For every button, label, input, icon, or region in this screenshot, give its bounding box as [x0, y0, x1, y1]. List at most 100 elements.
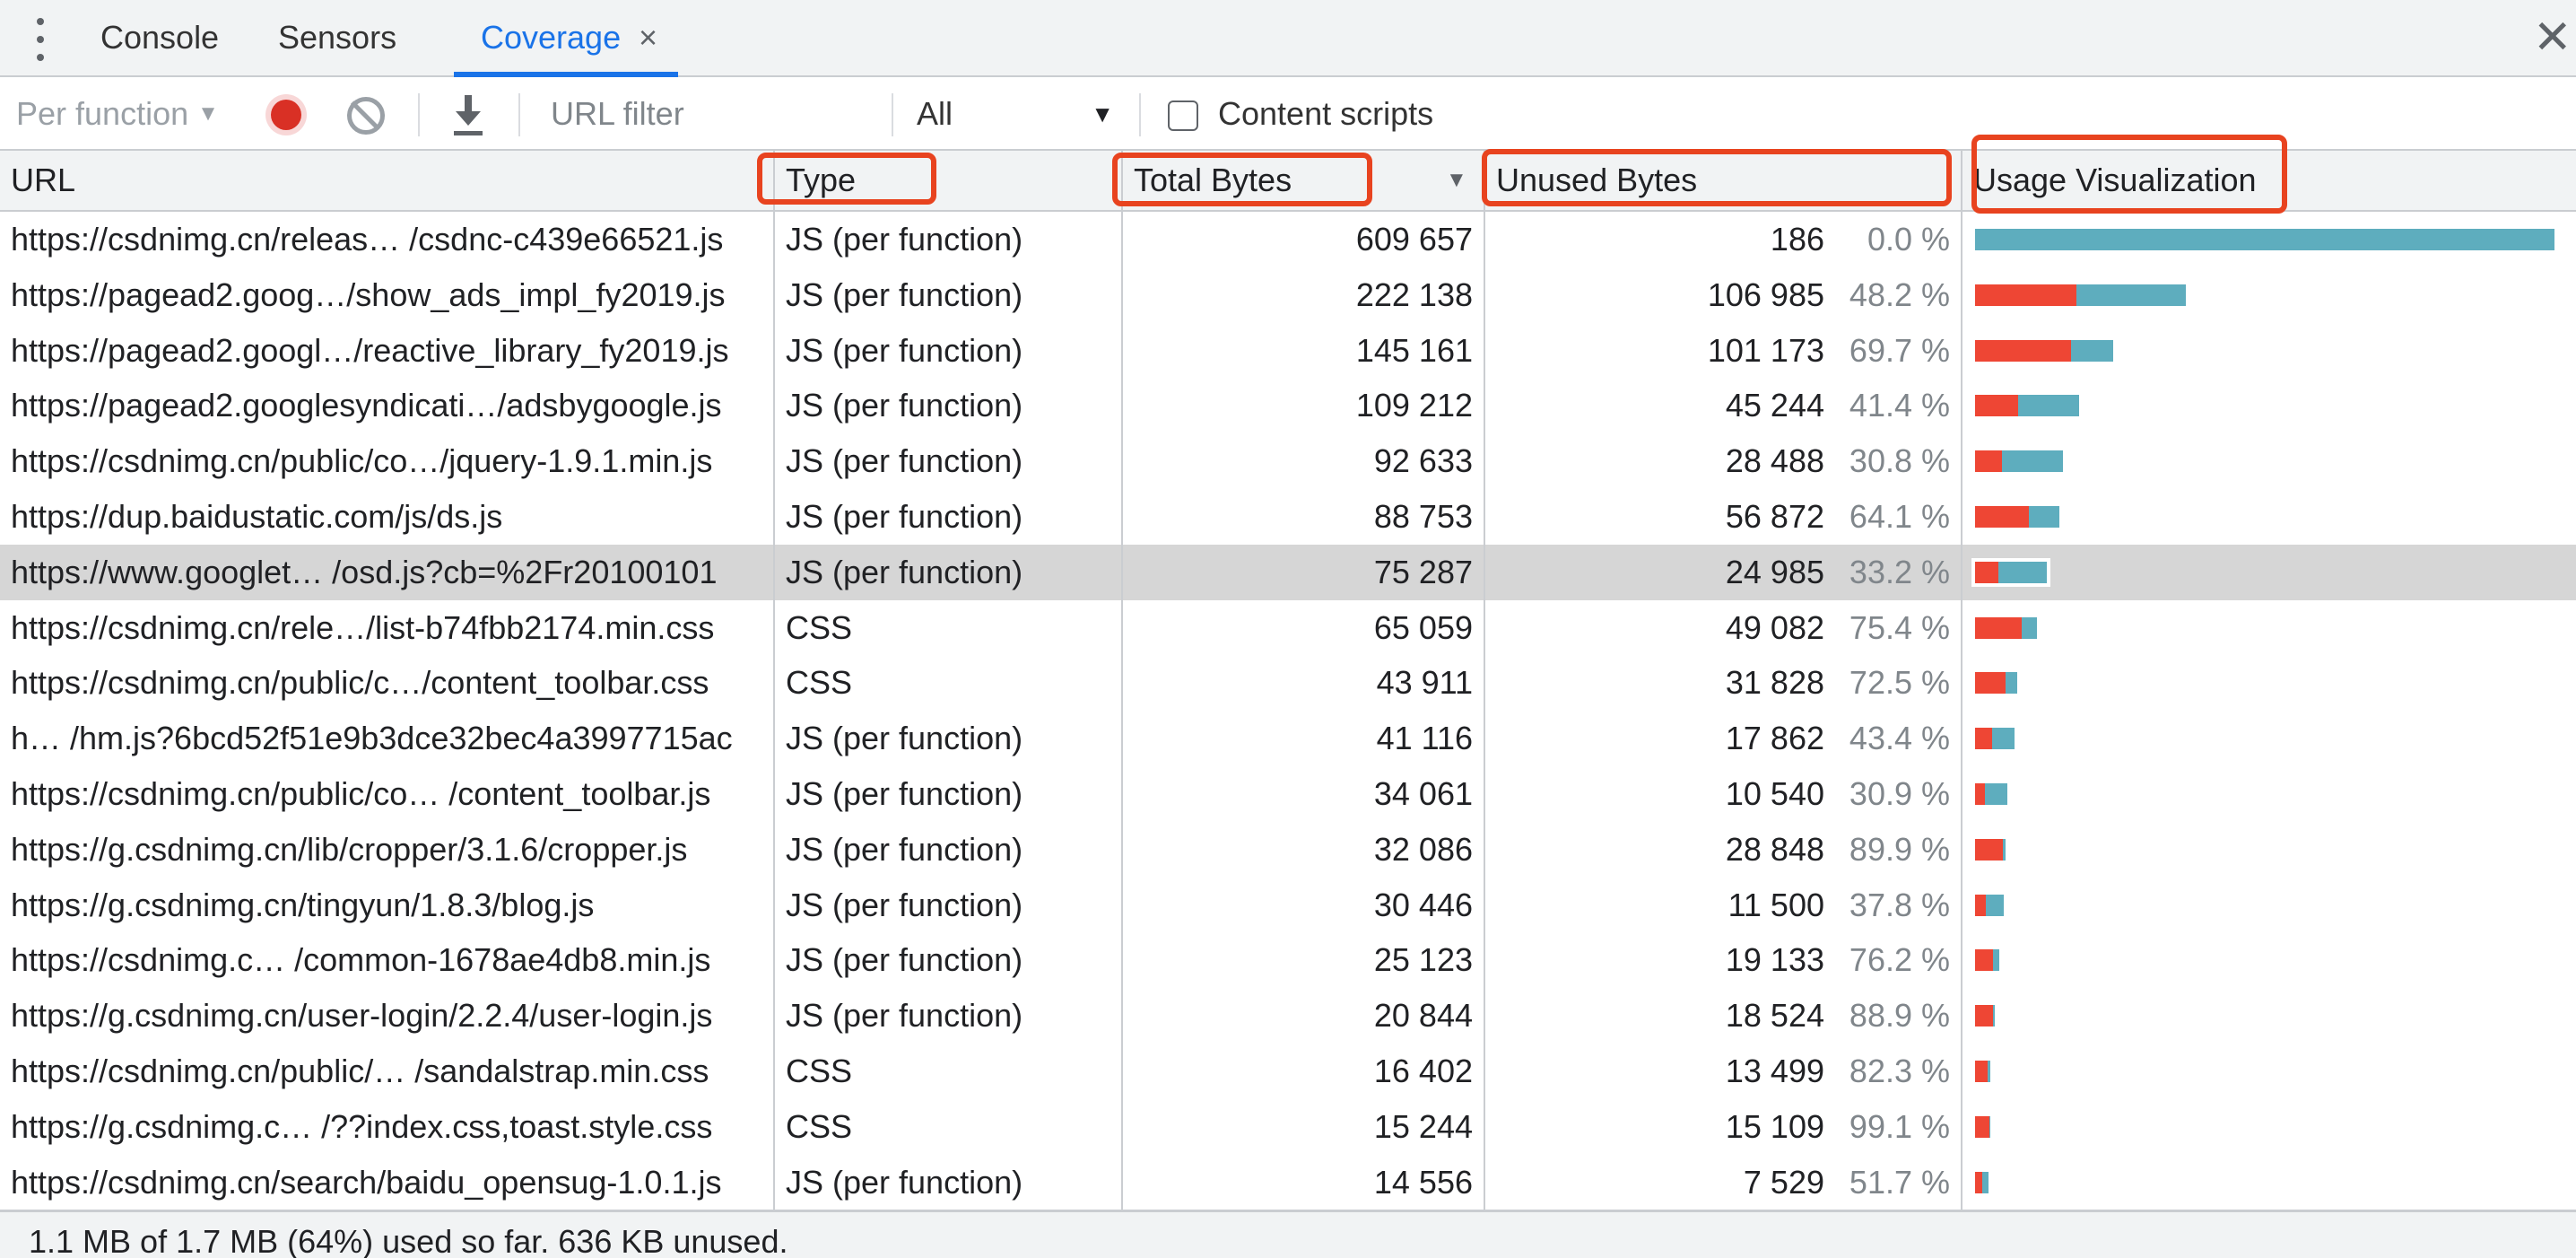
tab-console[interactable]: Console — [100, 19, 220, 56]
usage-bar — [1975, 616, 2037, 639]
column-header-usage-visualization[interactable]: Usage Visualization — [1973, 162, 2257, 198]
table-row[interactable]: https://csdnimg.c… /common-1678ae4db8.mi… — [0, 932, 2576, 988]
usage-bar-used — [1986, 894, 2005, 916]
row-type: JS (per function) — [786, 886, 1023, 923]
record-button[interactable] — [265, 94, 307, 135]
type-filter-value: All — [917, 95, 953, 132]
usage-bar — [1975, 229, 2554, 250]
row-unused-bytes: 13 499 — [1725, 1053, 1824, 1089]
toolbar-divider — [518, 93, 520, 136]
content-scripts-checkbox[interactable] — [1168, 100, 1198, 131]
table-row[interactable]: https://g.csdnimg.cn/user-login/2.2.4/us… — [0, 988, 2576, 1044]
usage-bar — [1975, 783, 2008, 805]
row-unused-bytes: 7 529 — [1743, 1163, 1824, 1201]
usage-bar-used — [1981, 1171, 1989, 1193]
table-row[interactable]: https://csdnimg.cn/public/c…/content_too… — [0, 655, 2576, 711]
usage-bar-unused — [1975, 284, 2077, 306]
download-icon[interactable] — [450, 93, 486, 136]
usage-bar-unused — [1975, 894, 1987, 916]
row-type: JS (per function) — [786, 1163, 1023, 1201]
toolbar-divider — [892, 93, 893, 136]
row-unused-bytes: 45 244 — [1725, 387, 1824, 424]
usage-bar-used — [2076, 284, 2187, 306]
close-tab-icon[interactable]: × — [639, 19, 658, 56]
usage-bar-unused — [1975, 395, 2018, 417]
row-url: https://pagead2.googlesyndicati…/adsbygo… — [11, 387, 722, 424]
toolbar-divider — [418, 93, 420, 136]
row-type: JS (per function) — [786, 720, 1023, 757]
row-type: JS (per function) — [786, 275, 1023, 313]
row-unused-bytes: 28 848 — [1725, 830, 1824, 868]
row-type: JS (per function) — [786, 387, 1023, 424]
tab-coverage[interactable]: Coverage — [481, 19, 622, 56]
usage-bar-used — [1993, 949, 1999, 972]
usage-bar — [1975, 838, 2006, 861]
coverage-toolbar: Per function ▼ All ▼ Content scripts — [0, 77, 2576, 151]
row-total-bytes: 41 116 — [1376, 720, 1473, 757]
tab-sensors[interactable]: Sensors — [278, 19, 397, 56]
table-row[interactable]: https://csdnimg.cn/public/co…/jquery-1.9… — [0, 433, 2576, 489]
table-row[interactable]: https://csdnimg.cn/public/co… /content_t… — [0, 766, 2576, 822]
coverage-mode-select[interactable]: Per function ▼ — [16, 77, 219, 151]
table-row[interactable]: https://csdnimg.cn/releas… /csdnc-c439e6… — [0, 212, 2576, 267]
table-row[interactable]: https://dup.baidustatic.com/js/ds.js JS (… — [0, 489, 2576, 545]
table-row[interactable]: https://g.csdnimg.cn/lib/cropper/3.1.6/c… — [0, 822, 2576, 878]
row-unused-percent: 64.1 % — [1849, 498, 1950, 535]
column-header-url[interactable]: URL — [11, 162, 76, 198]
table-row[interactable]: https://pagead2.googlesyndicati…/adsbygo… — [0, 378, 2576, 433]
usage-bar-unused — [1975, 1171, 1982, 1193]
row-url: https://csdnimg.cn/releas… /csdnc-c439e6… — [11, 221, 724, 258]
status-bar: 1.1 MB of 1.7 MB (64%) used so far. 636 … — [0, 1210, 2576, 1258]
row-unused-bytes: 49 082 — [1725, 608, 1824, 646]
usage-bar-used — [1992, 1005, 1996, 1027]
row-unused-percent: 51.7 % — [1849, 1163, 1950, 1201]
usage-bar-unused — [1975, 838, 2003, 861]
row-type: JS (per function) — [786, 498, 1023, 535]
close-panel-icon[interactable]: ✕ — [2533, 12, 2572, 64]
usage-bar — [1971, 557, 2050, 587]
usage-bar-unused — [1975, 561, 1999, 583]
row-url: https://csdnimg.c… /common-1678ae4db8.mi… — [11, 941, 711, 979]
coverage-table-body: https://csdnimg.cn/releas… /csdnc-c439e6… — [0, 212, 2576, 1210]
table-row[interactable]: https://csdnimg.cn/search/baidu_opensug-… — [0, 1155, 2576, 1210]
row-unused-percent: 89.9 % — [1849, 830, 1950, 868]
row-type: JS (per function) — [786, 997, 1023, 1035]
usage-bar — [1975, 1005, 1996, 1027]
table-row[interactable]: https://g.csdnimg.c… /??index.css,toast.… — [0, 1099, 2576, 1155]
usage-bar-used — [2071, 339, 2113, 362]
row-url: https://g.csdnimg.cn/lib/cropper/3.1.6/c… — [11, 830, 688, 868]
more-options-icon[interactable] — [34, 18, 47, 61]
row-unused-percent: 37.8 % — [1849, 886, 1950, 923]
column-header-total-bytes[interactable]: Total Bytes — [1134, 162, 1292, 198]
table-row[interactable]: h… /hm.js?6bcd52f51e9b3dce32bec4a3997715… — [0, 711, 2576, 766]
content-scripts-label[interactable]: Content scripts — [1218, 95, 1434, 132]
usage-bar — [1975, 395, 2079, 417]
usage-bar-unused — [1975, 450, 2003, 473]
type-filter-select[interactable]: All ▼ — [917, 77, 1114, 151]
column-header-unused-bytes[interactable]: Unused Bytes — [1496, 162, 1698, 198]
usage-bar-used — [2029, 506, 2060, 528]
url-filter-input[interactable] — [538, 88, 879, 140]
column-divider — [773, 151, 775, 210]
row-total-bytes: 15 244 — [1373, 1107, 1473, 1145]
row-total-bytes: 92 633 — [1373, 442, 1473, 480]
column-header-type[interactable]: Type — [786, 162, 857, 198]
usage-bar-used — [1998, 561, 2047, 583]
row-url: h… /hm.js?6bcd52f51e9b3dce32bec4a3997715… — [11, 720, 733, 757]
table-row[interactable]: https://pagead2.goog…/show_ads_impl_fy20… — [0, 267, 2576, 323]
active-tab-indicator — [454, 72, 678, 77]
usage-bar-unused — [1975, 506, 2030, 528]
table-row[interactable]: https://www.googlet… /osd.js?cb=%2Fr2010… — [0, 544, 2576, 600]
table-row[interactable]: https://pagead2.googl…/reactive_library_… — [0, 323, 2576, 379]
row-total-bytes: 30 446 — [1373, 886, 1473, 923]
table-row[interactable]: https://csdnimg.cn/public/… /sandalstrap… — [0, 1044, 2576, 1099]
table-row[interactable]: https://g.csdnimg.cn/tingyun/1.8.3/blog.… — [0, 878, 2576, 933]
column-divider — [773, 212, 775, 1210]
usage-bar-used — [1985, 783, 2008, 805]
row-unused-bytes: 106 985 — [1707, 275, 1824, 313]
row-type: CSS — [786, 664, 853, 702]
toolbar-divider — [1139, 93, 1141, 136]
clear-icon[interactable] — [347, 97, 385, 135]
table-row[interactable]: https://csdnimg.cn/rele…/list-b74fbb2174… — [0, 600, 2576, 656]
row-unused-percent: 33.2 % — [1849, 553, 1950, 590]
